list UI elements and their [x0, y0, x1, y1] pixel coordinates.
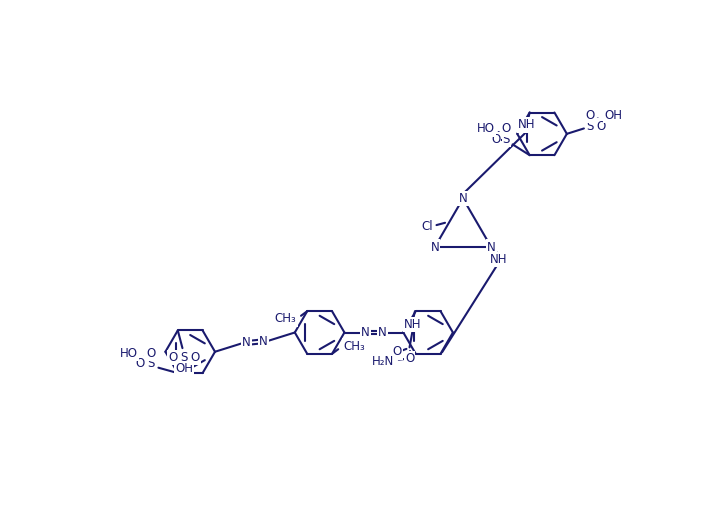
Text: S: S [147, 358, 154, 370]
Text: O: O [502, 122, 511, 135]
Text: S: S [587, 120, 594, 133]
Text: OH: OH [175, 362, 193, 375]
Text: S: S [503, 133, 510, 146]
Text: O: O [168, 351, 178, 364]
Text: N: N [378, 326, 387, 339]
Text: H₂N: H₂N [372, 355, 394, 368]
Text: N: N [361, 326, 370, 339]
Text: NH: NH [490, 253, 507, 266]
Text: OH: OH [604, 109, 622, 122]
Text: N: N [459, 192, 467, 205]
Text: O: O [585, 109, 595, 122]
Text: NH: NH [404, 318, 422, 331]
Text: O: O [135, 358, 144, 370]
Text: N: N [259, 335, 268, 348]
Text: S: S [181, 351, 188, 364]
Text: O: O [392, 345, 402, 359]
Text: Cl: Cl [422, 220, 433, 233]
Text: N: N [430, 240, 439, 254]
Text: HO: HO [477, 122, 495, 135]
Text: N: N [242, 337, 250, 350]
Text: O: O [405, 352, 414, 365]
Text: NH: NH [518, 118, 535, 131]
Text: O: O [190, 351, 199, 364]
Text: CH₃: CH₃ [343, 340, 365, 353]
Text: HO: HO [120, 346, 138, 360]
Text: CH₃: CH₃ [274, 312, 296, 326]
Text: O: O [491, 133, 500, 146]
Text: O: O [596, 120, 606, 133]
Text: O: O [146, 346, 155, 360]
Text: N: N [487, 240, 496, 254]
